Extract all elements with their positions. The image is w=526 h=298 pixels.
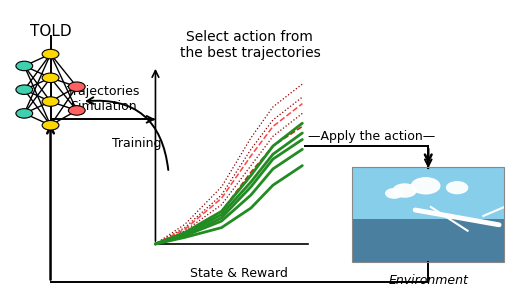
Text: Environment: Environment (388, 274, 468, 287)
Bar (352, 219, 504, 262)
Circle shape (411, 178, 440, 194)
Circle shape (16, 85, 33, 94)
Circle shape (42, 49, 59, 59)
Bar (352, 167, 504, 262)
Circle shape (68, 82, 85, 91)
Text: State & Reward: State & Reward (190, 266, 288, 280)
Circle shape (447, 182, 468, 194)
Text: Training: Training (113, 136, 162, 150)
Text: —Apply the action—: —Apply the action— (308, 130, 435, 143)
Bar (352, 167, 504, 219)
Circle shape (42, 73, 59, 83)
Text: Trajectories
Simulation: Trajectories Simulation (67, 86, 139, 114)
Circle shape (42, 120, 59, 130)
Text: Select action from
the best trajectories: Select action from the best trajectories (179, 30, 320, 60)
Circle shape (42, 97, 59, 106)
Text: TOLD: TOLD (30, 24, 72, 39)
Circle shape (16, 61, 33, 71)
Circle shape (68, 106, 85, 115)
Circle shape (386, 189, 402, 198)
Circle shape (393, 184, 416, 197)
Circle shape (16, 109, 33, 118)
